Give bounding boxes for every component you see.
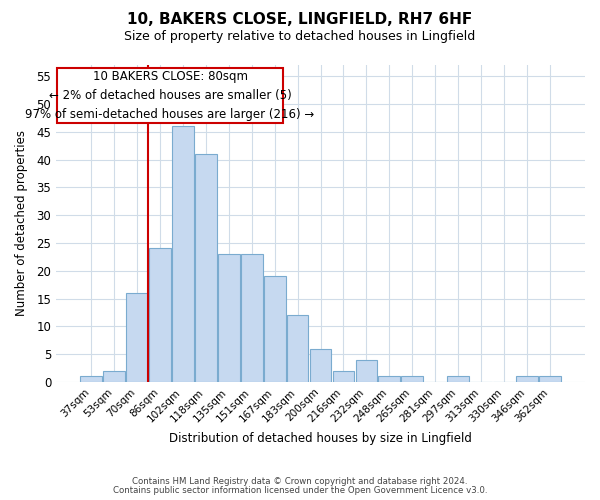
Bar bbox=[218, 254, 239, 382]
Bar bbox=[287, 315, 308, 382]
Bar bbox=[310, 348, 331, 382]
X-axis label: Distribution of detached houses by size in Lingfield: Distribution of detached houses by size … bbox=[169, 432, 472, 445]
Bar bbox=[103, 371, 125, 382]
Bar bbox=[241, 254, 263, 382]
Bar bbox=[332, 371, 355, 382]
Bar bbox=[264, 276, 286, 382]
Bar bbox=[195, 154, 217, 382]
Bar bbox=[80, 376, 102, 382]
Bar bbox=[356, 360, 377, 382]
Y-axis label: Number of detached properties: Number of detached properties bbox=[15, 130, 28, 316]
Text: Contains HM Land Registry data © Crown copyright and database right 2024.: Contains HM Land Registry data © Crown c… bbox=[132, 477, 468, 486]
Bar bbox=[448, 376, 469, 382]
Text: 10 BAKERS CLOSE: 80sqm
← 2% of detached houses are smaller (5)
97% of semi-detac: 10 BAKERS CLOSE: 80sqm ← 2% of detached … bbox=[25, 70, 314, 121]
Bar bbox=[172, 126, 194, 382]
Text: 10, BAKERS CLOSE, LINGFIELD, RH7 6HF: 10, BAKERS CLOSE, LINGFIELD, RH7 6HF bbox=[127, 12, 473, 28]
Bar bbox=[539, 376, 561, 382]
Text: Size of property relative to detached houses in Lingfield: Size of property relative to detached ho… bbox=[124, 30, 476, 43]
Bar bbox=[149, 248, 171, 382]
Bar bbox=[516, 376, 538, 382]
Bar bbox=[126, 293, 148, 382]
Text: Contains public sector information licensed under the Open Government Licence v3: Contains public sector information licen… bbox=[113, 486, 487, 495]
Bar bbox=[401, 376, 423, 382]
Bar bbox=[379, 376, 400, 382]
